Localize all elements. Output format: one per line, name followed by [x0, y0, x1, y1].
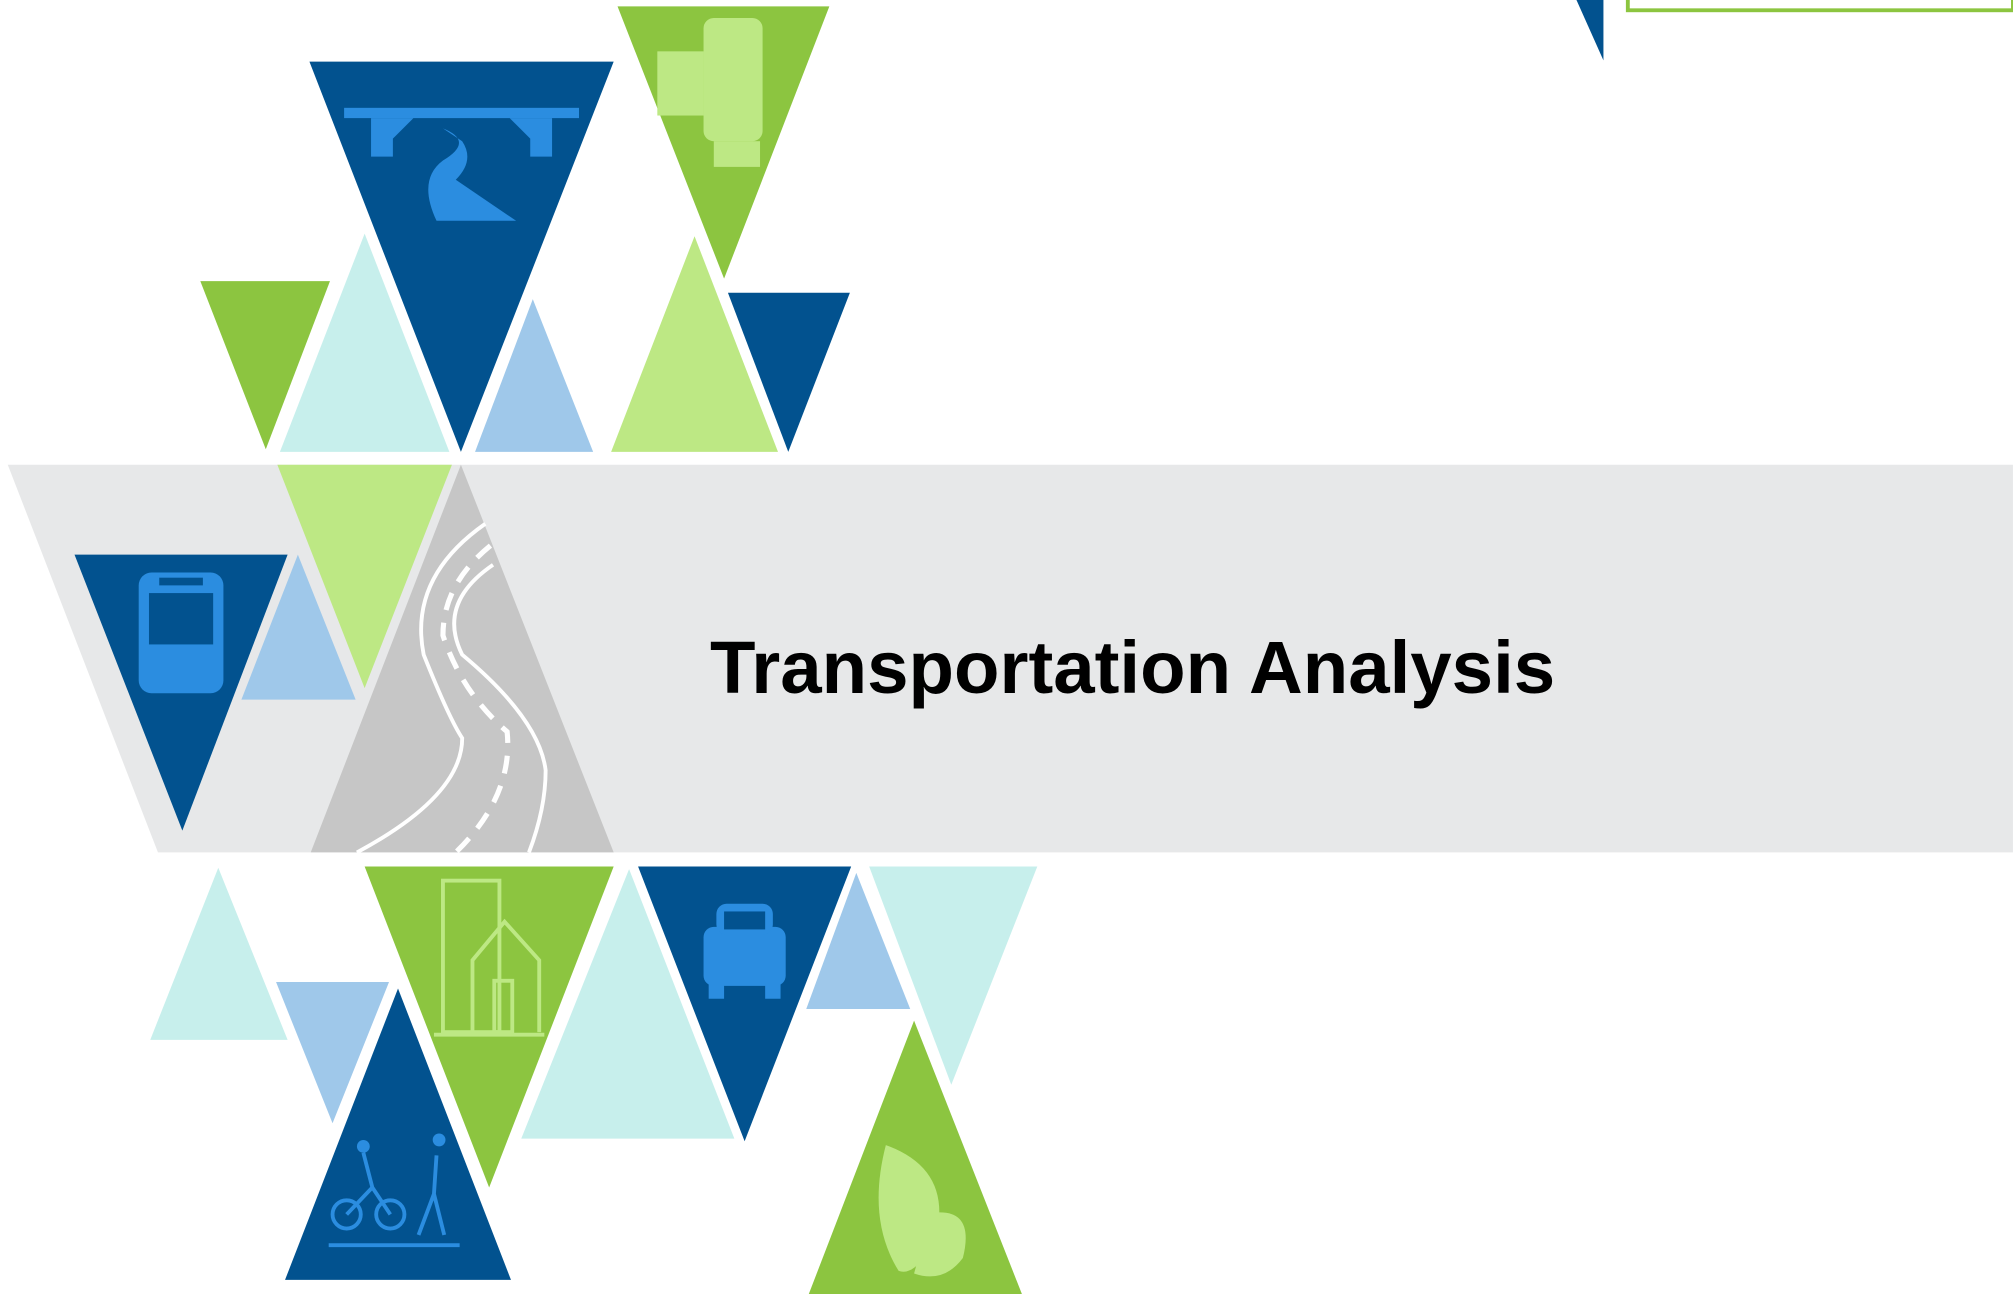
- head: [357, 1140, 370, 1153]
- page: Transportation Analysis: [0, 0, 2013, 1294]
- head: [433, 1134, 446, 1147]
- triangle: [150, 868, 287, 1040]
- corner-frame: [1628, 0, 2013, 10]
- bus-icon: [139, 573, 224, 694]
- bottom-triangles: [150, 867, 1037, 1294]
- top-triangles: [200, 6, 850, 451]
- corner-triangle: [1576, 0, 1603, 60]
- slide-title: Transportation Analysis: [710, 626, 1555, 709]
- title-slide: Transportation Analysis: [0, 0, 2013, 1294]
